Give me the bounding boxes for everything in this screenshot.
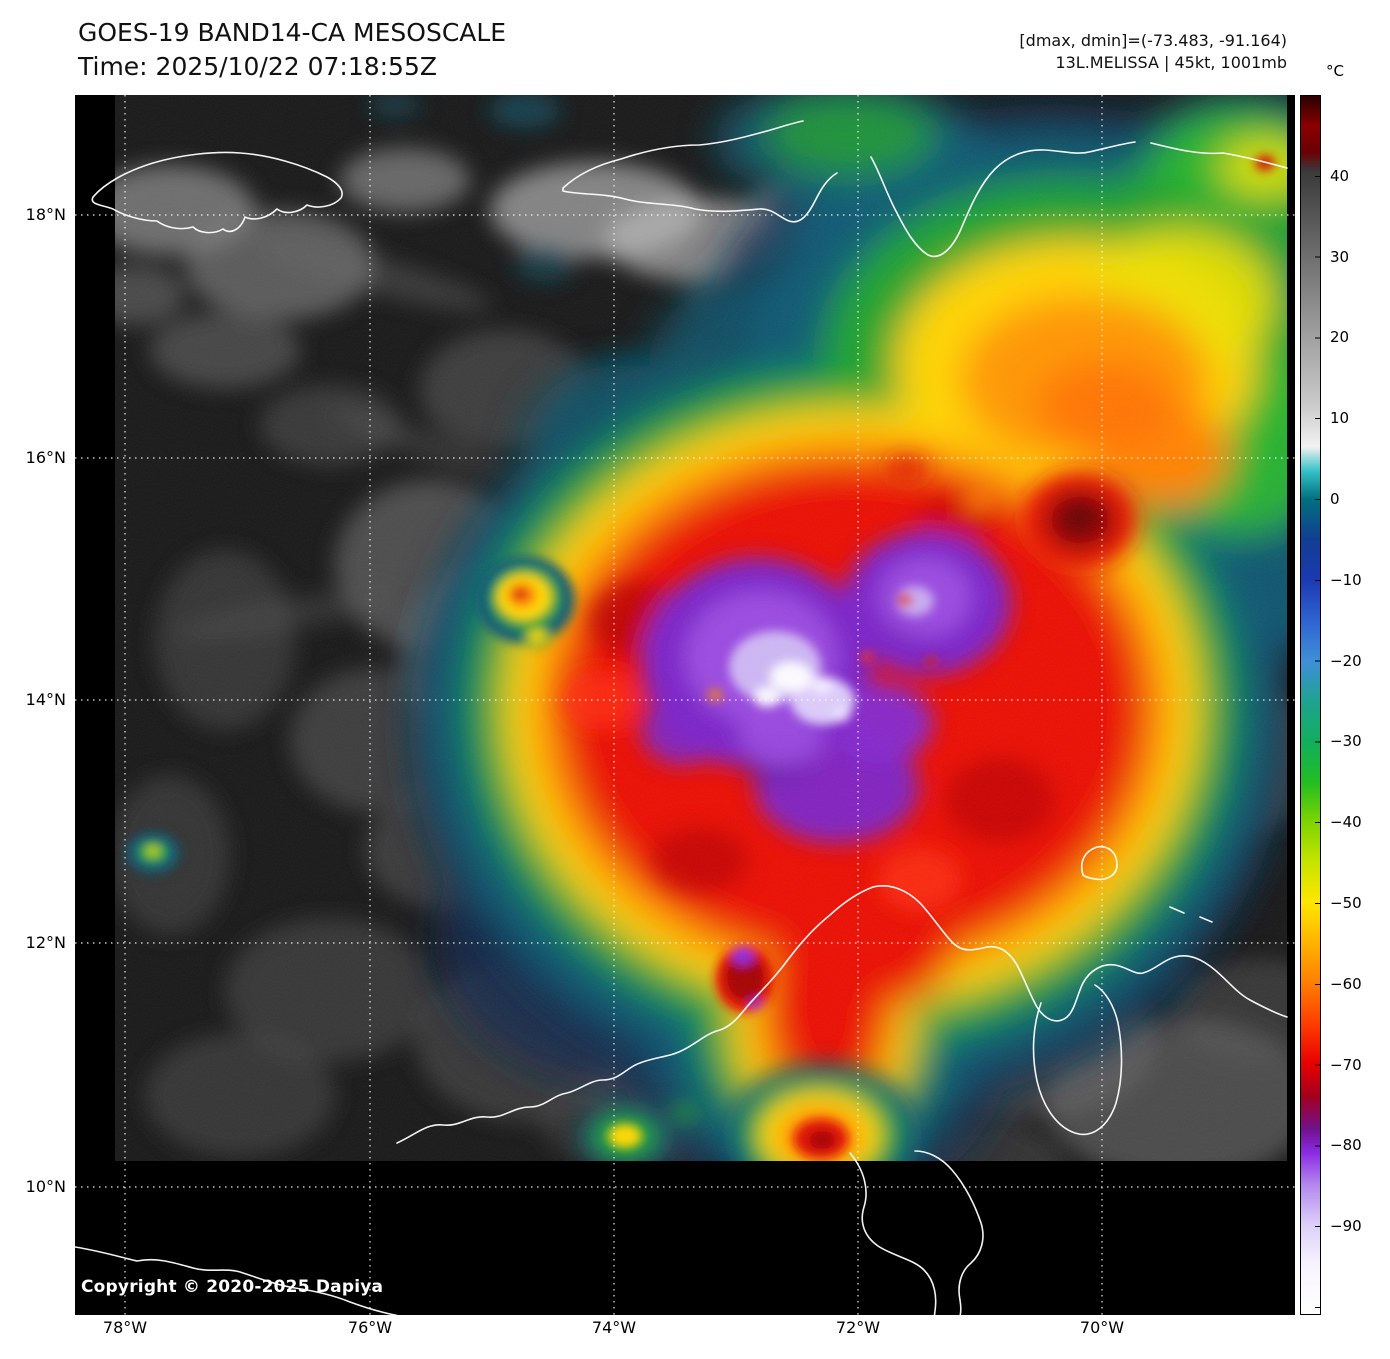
sensor-noise-overlay — [115, 95, 1287, 1161]
coastline-paraguana — [1081, 845, 1118, 881]
coastline-south-america — [396, 885, 1288, 1144]
map-plot: Copyright © 2020-2025 Dapiya — [74, 95, 1295, 1352]
coastline-gulf-south — [849, 1150, 984, 1332]
lat-label-16n: 16°N — [25, 448, 66, 467]
temperature-colorbar — [1300, 95, 1321, 1315]
coastline-jamaica — [91, 151, 343, 234]
colorbar-tick-label: −80 — [1330, 1136, 1362, 1154]
lon-label-78w: 78°W — [102, 1318, 148, 1337]
colorbar-tick-label: −30 — [1330, 732, 1362, 750]
figure-time: Time: 2025/10/22 07:18:55Z — [78, 52, 437, 81]
colorbar-tick-label: 10 — [1330, 409, 1350, 427]
colorbar-unit: °C — [1326, 62, 1344, 80]
copyright-text: Copyright © 2020-2025 Dapiya — [81, 1277, 384, 1297]
lat-label-14n: 14°N — [25, 690, 66, 709]
colorbar-tick-label: −60 — [1330, 975, 1362, 993]
dmax-dmin-text: [dmax, dmin]=(-73.483, -91.164) — [1019, 31, 1287, 50]
colorbar-tick-label: 40 — [1330, 167, 1350, 185]
storm-info-block: [dmax, dmin]=(-73.483, -91.164) 13L.MELI… — [1019, 30, 1287, 74]
lon-label-72w: 72°W — [835, 1318, 881, 1337]
coastline-haiti-peninsula — [562, 120, 838, 223]
coastline-lake-maracaibo — [1032, 984, 1123, 1136]
lon-label-70w: 70°W — [1079, 1318, 1125, 1337]
satellite-imagery — [74, 95, 1295, 1352]
colorbar-tick-label: −20 — [1330, 652, 1362, 670]
colorbar-tick-label: −10 — [1330, 571, 1362, 589]
colorbar-tick-label: 30 — [1330, 248, 1350, 266]
colorbar-tick-labels: 40 30 20 10 0 −10 −20 −30 −40 −50 −60 −7… — [1330, 95, 1386, 1315]
lon-label-76w: 76°W — [347, 1318, 393, 1337]
coastline-hispaniola-east — [1150, 142, 1288, 169]
coastline-hispaniola-south — [870, 141, 1136, 258]
lon-label-74w: 74°W — [591, 1318, 637, 1337]
colorbar-tick-label: −70 — [1330, 1056, 1362, 1074]
title-block: GOES-19 BAND14-CA MESOSCALE Time: 2025/1… — [78, 16, 506, 84]
lat-label-10n: 10°N — [25, 1177, 66, 1196]
colorbar-tick-label: 20 — [1330, 328, 1350, 346]
colorbar-tick-label: 0 — [1330, 490, 1340, 508]
lat-label-18n: 18°N — [25, 205, 66, 224]
storm-id-text: 13L.MELISSA | 45kt, 1001mb — [1055, 53, 1287, 72]
coastline-islands — [1169, 906, 1213, 923]
colorbar-tick-label: −50 — [1330, 894, 1362, 912]
colorbar-tick-label: −40 — [1330, 813, 1362, 831]
latitude-axis: 18°N 16°N 14°N 12°N 10°N — [0, 95, 68, 1315]
figure-title: GOES-19 BAND14-CA MESOSCALE — [78, 18, 507, 47]
lat-label-12n: 12°N — [25, 933, 66, 952]
colorbar-tick-label: −90 — [1330, 1217, 1362, 1235]
longitude-axis: 78°W 76°W 74°W 72°W 70°W — [0, 1318, 1390, 1342]
